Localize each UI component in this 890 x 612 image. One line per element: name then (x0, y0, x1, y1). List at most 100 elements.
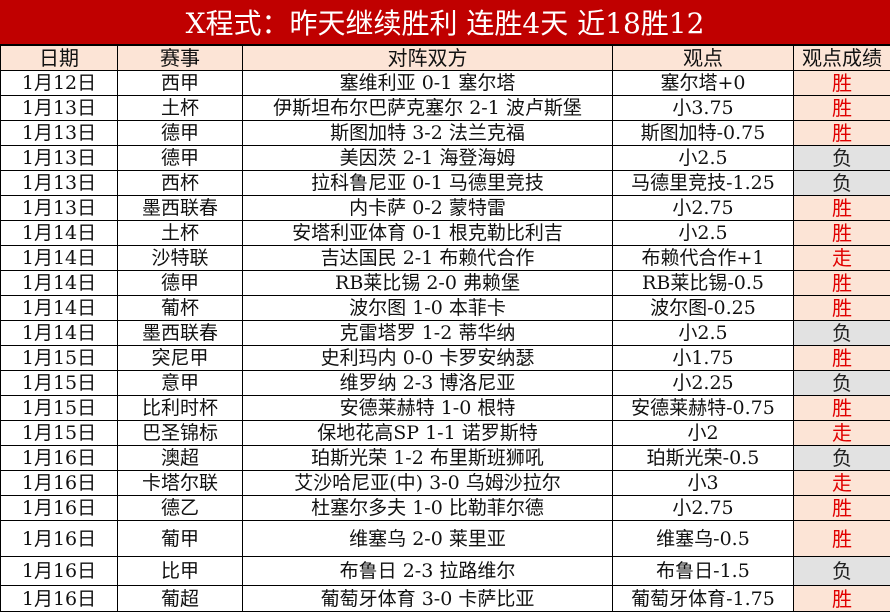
pick-cell: RB莱比锡-0.5 (612, 270, 794, 296)
table-row: 1月14日 土杯 安塔利亚体育 0-1 根克勒比利吉 小2.5 胜 (0, 220, 890, 246)
league-cell: 土杯 (117, 95, 243, 121)
date-cell: 1月13日 (0, 95, 118, 121)
match-cell: 克雷塔罗 1-2 蒂华纳 (242, 320, 613, 346)
header-match: 对阵双方 (242, 45, 613, 71)
league-cell: 沙特联 (117, 245, 243, 271)
pick-cell: 小1.75 (612, 345, 794, 371)
league-cell: 澳超 (117, 445, 243, 471)
date-cell: 1月13日 (0, 195, 118, 221)
results-table: 日期 赛事 对阵双方 观点 观点成绩 1月12日 西甲 塞维利亚 0-1 塞尔塔 塞尔… (0, 45, 890, 612)
header-result: 观点成绩 (793, 45, 890, 71)
table-row: 1月15日 巴圣锦标 保地花高SP 1-1 诺罗斯特 小2 走 (0, 420, 890, 446)
match-cell: 内卡萨 0-2 蒙特雷 (242, 195, 613, 221)
league-cell: 葡超 (117, 585, 243, 612)
table-row: 1月14日 沙特联 吉达国民 2-1 布赖代合作 布赖代合作+1 走 (0, 245, 890, 271)
date-cell: 1月16日 (0, 556, 118, 586)
result-cell: 负 (793, 170, 890, 196)
date-cell: 1月13日 (0, 170, 118, 196)
result-cell: 负 (793, 370, 890, 396)
match-cell: 安塔利亚体育 0-1 根克勒比利吉 (242, 220, 613, 246)
result-cell: 负 (793, 445, 890, 471)
pick-cell: 小2.75 (612, 495, 794, 521)
table-row: 1月16日 卡塔尔联 艾沙哈尼亚(中) 3-0 乌姆沙拉尔 小3 走 (0, 470, 890, 496)
table-row: 1月15日 意甲 维罗纳 2-3 博洛尼亚 小2.25 负 (0, 370, 890, 396)
match-cell: 塞维利亚 0-1 塞尔塔 (242, 70, 613, 96)
match-cell: 艾沙哈尼亚(中) 3-0 乌姆沙拉尔 (242, 470, 613, 496)
league-cell: 墨西联春 (117, 195, 243, 221)
table-row: 1月14日 墨西联春 克雷塔罗 1-2 蒂华纳 小2.5 负 (0, 320, 890, 346)
date-cell: 1月15日 (0, 420, 118, 446)
match-cell: 拉科鲁尼亚 0-1 马德里竞技 (242, 170, 613, 196)
match-cell: 安德莱赫特 1-0 根特 (242, 395, 613, 421)
table-row: 1月13日 墨西联春 内卡萨 0-2 蒙特雷 小2.75 胜 (0, 195, 890, 221)
match-cell: 美因茨 2-1 海登海姆 (242, 145, 613, 171)
table-row: 1月12日 西甲 塞维利亚 0-1 塞尔塔 塞尔塔+0 胜 (0, 70, 890, 96)
match-cell: 波尔图 1-0 本菲卡 (242, 295, 613, 321)
date-cell: 1月16日 (0, 495, 118, 521)
pick-cell: 珀斯光荣-0.5 (612, 445, 794, 471)
pick-cell: 小3 (612, 470, 794, 496)
table-row: 1月13日 德甲 斯图加特 3-2 法兰克福 斯图加特-0.75 胜 (0, 120, 890, 146)
date-cell: 1月13日 (0, 145, 118, 171)
table-row: 1月16日 葡甲 维塞乌 2-0 莱里亚 维塞乌-0.5 胜 (0, 520, 890, 557)
league-cell: 葡杯 (117, 295, 243, 321)
header-pick: 观点 (612, 45, 794, 71)
result-cell: 胜 (793, 345, 890, 371)
pick-cell: 马德里竞技-1.25 (612, 170, 794, 196)
table-row: 1月16日 德乙 杜塞尔多夫 1-0 比勒菲尔德 小2.75 胜 (0, 495, 890, 521)
result-cell: 胜 (793, 270, 890, 296)
pick-cell: 小2.5 (612, 320, 794, 346)
pick-cell: 安德莱赫特-0.75 (612, 395, 794, 421)
pick-cell: 小3.75 (612, 95, 794, 121)
pick-cell: 维塞乌-0.5 (612, 520, 794, 557)
match-cell: 葡萄牙体育 3-0 卡萨比亚 (242, 585, 613, 612)
pick-cell: 小2 (612, 420, 794, 446)
match-cell: 伊斯坦布尔巴萨克塞尔 2-1 波卢斯堡 (242, 95, 613, 121)
date-cell: 1月16日 (0, 445, 118, 471)
result-cell: 胜 (793, 585, 890, 612)
result-cell: 胜 (793, 70, 890, 96)
league-cell: 德甲 (117, 120, 243, 146)
pick-cell: 小2.5 (612, 220, 794, 246)
date-cell: 1月14日 (0, 245, 118, 271)
date-cell: 1月16日 (0, 585, 118, 612)
match-cell: 吉达国民 2-1 布赖代合作 (242, 245, 613, 271)
date-cell: 1月14日 (0, 270, 118, 296)
match-cell: 史利玛内 0-0 卡罗安纳瑟 (242, 345, 613, 371)
date-cell: 1月16日 (0, 470, 118, 496)
date-cell: 1月14日 (0, 295, 118, 321)
league-cell: 意甲 (117, 370, 243, 396)
match-cell: 杜塞尔多夫 1-0 比勒菲尔德 (242, 495, 613, 521)
result-cell: 胜 (793, 520, 890, 557)
result-cell: 胜 (793, 495, 890, 521)
pick-cell: 塞尔塔+0 (612, 70, 794, 96)
table-row: 1月16日 葡超 葡萄牙体育 3-0 卡萨比亚 葡萄牙体育-1.75 胜 (0, 585, 890, 612)
result-cell: 走 (793, 420, 890, 446)
date-cell: 1月15日 (0, 395, 118, 421)
league-cell: 葡甲 (117, 520, 243, 557)
pick-cell: 布鲁日-1.5 (612, 556, 794, 586)
header-date: 日期 (0, 45, 118, 71)
result-cell: 胜 (793, 395, 890, 421)
date-cell: 1月14日 (0, 220, 118, 246)
league-cell: 墨西联春 (117, 320, 243, 346)
date-cell: 1月15日 (0, 345, 118, 371)
league-cell: 德乙 (117, 495, 243, 521)
table-row: 1月15日 比利时杯 安德莱赫特 1-0 根特 安德莱赫特-0.75 胜 (0, 395, 890, 421)
pick-cell: 小2.75 (612, 195, 794, 221)
pick-cell: 葡萄牙体育-1.75 (612, 585, 794, 612)
result-cell: 胜 (793, 220, 890, 246)
match-cell: 斯图加特 3-2 法兰克福 (242, 120, 613, 146)
date-cell: 1月14日 (0, 320, 118, 346)
result-cell: 负 (793, 145, 890, 171)
table-row: 1月13日 土杯 伊斯坦布尔巴萨克塞尔 2-1 波卢斯堡 小3.75 胜 (0, 95, 890, 121)
league-cell: 巴圣锦标 (117, 420, 243, 446)
match-cell: 布鲁日 2-3 拉路维尔 (242, 556, 613, 586)
table-row: 1月13日 西杯 拉科鲁尼亚 0-1 马德里竞技 马德里竞技-1.25 负 (0, 170, 890, 196)
table-row: 1月13日 德甲 美因茨 2-1 海登海姆 小2.5 负 (0, 145, 890, 171)
table-row: 1月16日 比甲 布鲁日 2-3 拉路维尔 布鲁日-1.5 负 (0, 556, 890, 586)
result-cell: 胜 (793, 95, 890, 121)
result-cell: 走 (793, 245, 890, 271)
header-league: 赛事 (117, 45, 243, 71)
date-cell: 1月12日 (0, 70, 118, 96)
